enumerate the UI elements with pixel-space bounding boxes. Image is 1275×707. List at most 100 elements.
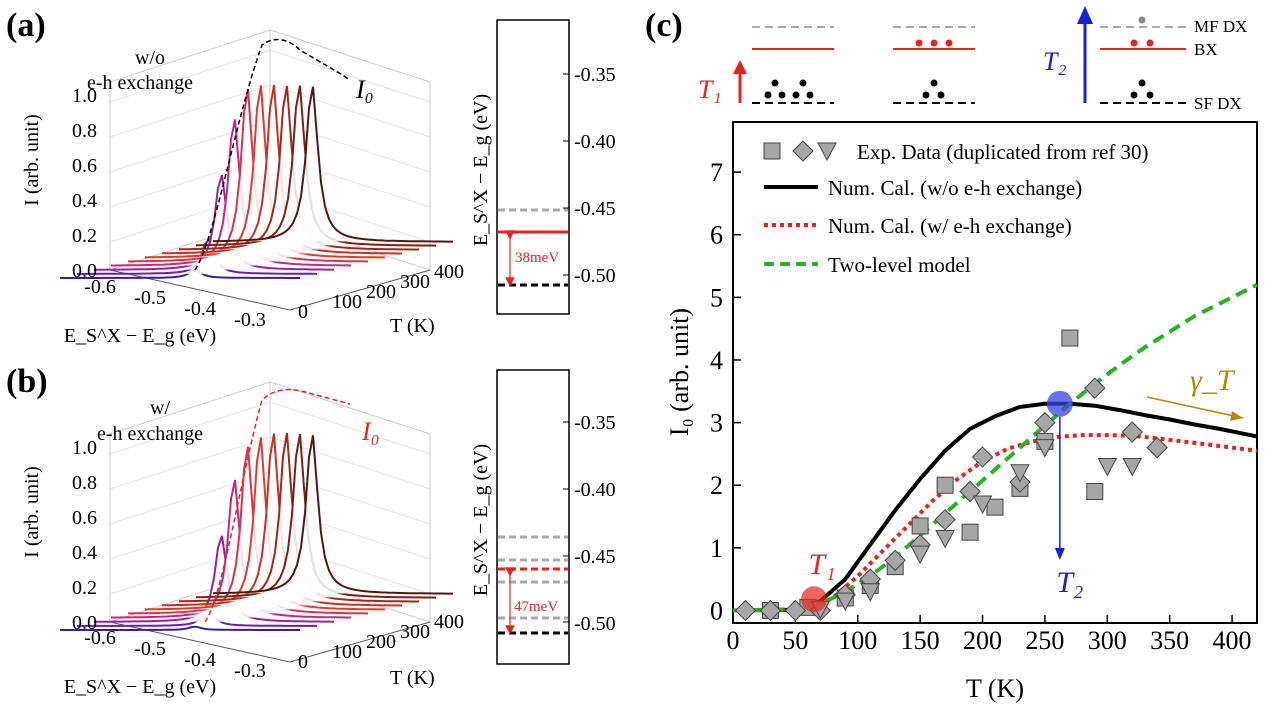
- z-tick-0: 0.0: [72, 612, 97, 634]
- series-line-0: [732, 401, 1258, 613]
- y-tick-label-1: 1: [710, 534, 723, 563]
- x-tick-3: -0.3: [234, 660, 266, 682]
- x-tick-0: -0.6: [84, 627, 116, 649]
- panel-a-waterfall: [60, 29, 453, 311]
- level-tick-3: -0.50: [574, 265, 616, 287]
- z-label-b: I (arb. unit): [21, 466, 43, 558]
- x-axis-label: T (K): [966, 674, 1024, 703]
- exp-diamond-6: [884, 549, 906, 572]
- exp-triangle-6: [1010, 464, 1030, 483]
- panel-b-waterfall: [60, 381, 453, 663]
- x-axis-line: [109, 269, 291, 311]
- x-tick-label-4: 200: [963, 626, 1002, 655]
- waterfall-curves-b: [60, 432, 453, 631]
- exp-diamond-15: [1146, 436, 1168, 459]
- z-ticks-a: 0.0 0.2 0.4 0.6 0.8 1.0: [72, 85, 97, 282]
- exp-diamond-10: [971, 446, 994, 468]
- gap-label-b: 47meV: [514, 599, 558, 615]
- z-tick-1: 0.2: [72, 225, 97, 247]
- waterfall-curves-a: [60, 84, 453, 279]
- legend-two-level: Two-level model: [828, 253, 971, 277]
- x-tick-label-8: 400: [1213, 626, 1252, 655]
- level-tick-3: -0.50: [574, 613, 616, 635]
- y-tick-label-5: 5: [710, 283, 723, 312]
- exp-diamond-0: [734, 599, 757, 622]
- y-axis-label: I₀ (arb. unit): [665, 308, 694, 436]
- gamma-arrowhead: [1230, 411, 1243, 421]
- level-tick-2: -0.45: [574, 198, 616, 220]
- x-tick-3: -0.3: [234, 309, 266, 331]
- y-tick-label-2: 2: [710, 471, 723, 500]
- gamma-arrow: [1146, 396, 1244, 419]
- y-tick-3: 300: [400, 271, 430, 293]
- level-tick-0: -0.35: [574, 412, 616, 434]
- legend-calc-wo: Num. Cal. (w/o e-h exchange): [828, 176, 1082, 200]
- legend-diamond-marker: [792, 140, 814, 162]
- panel-b-label: (b): [6, 363, 48, 400]
- exp-diamond-8: [934, 508, 956, 531]
- z-label-a: I (arb. unit): [21, 114, 43, 206]
- x-tick-2: -0.4: [184, 649, 216, 671]
- y-axis-line: [289, 269, 431, 311]
- t1-marker: [801, 586, 828, 613]
- spectrum-curve-3: [111, 119, 352, 267]
- level-ticks-a: -0.35 -0.40 -0.45 -0.50: [574, 64, 616, 287]
- z-tick-3: 0.6: [72, 155, 97, 177]
- x-tick-label-5: 250: [1025, 626, 1064, 655]
- spectrum-curve-3: [111, 479, 351, 619]
- panel-c-label: (c): [645, 7, 683, 44]
- x-tick-label-0: 0: [727, 626, 740, 655]
- note-b-1: w/: [150, 397, 170, 419]
- legend: [763, 140, 837, 266]
- z-tick-4: 0.8: [72, 120, 97, 142]
- x-tick-label-1: 50: [782, 626, 808, 655]
- exp-triangle-3: [910, 545, 930, 565]
- x-label-a: E_S^X − E_g (eV): [64, 325, 216, 347]
- z-tick-5: 1.0: [72, 85, 97, 107]
- y-tick-0: 0: [298, 301, 308, 323]
- legend-square-marker: [763, 142, 781, 160]
- y-tick-4: 400: [434, 261, 464, 283]
- z-tick-3: 0.6: [72, 507, 97, 529]
- t2-annotation: T₂: [1056, 566, 1083, 599]
- exp-triangle-2: [860, 583, 881, 602]
- curve-label-b: I₀: [361, 417, 380, 446]
- spectrum-curve-0: [60, 625, 300, 631]
- level-box-a: [496, 19, 570, 315]
- schematic-t2: T₂: [1043, 47, 1067, 76]
- level-tick-1: -0.40: [574, 479, 616, 501]
- note-b-2: e-h exchange: [97, 423, 203, 445]
- spectrum-curve-4: [128, 446, 368, 615]
- z-tick-1: 0.2: [72, 577, 97, 599]
- y-tick-0: 0: [298, 651, 308, 673]
- y-tick-label-7: 7: [710, 158, 723, 187]
- z-tick-5: 1.0: [72, 437, 97, 459]
- z-tick-4: 0.8: [72, 472, 97, 494]
- exp-diamond-14: [1121, 421, 1143, 443]
- z-tick-2: 0.4: [72, 190, 97, 212]
- schematic: [733, 6, 1186, 104]
- x-tick-1: -0.5: [134, 287, 166, 309]
- exp-points: [734, 329, 1168, 622]
- spectrum-curve-2: [94, 535, 335, 623]
- exp-square-11: [1061, 329, 1079, 347]
- exp-square-6: [936, 476, 954, 494]
- legend-exp: Exp. Data (duplicated from ref 30): [857, 140, 1149, 164]
- y-tick-label-6: 6: [710, 221, 723, 250]
- label-sf-dx: SF DX: [1194, 94, 1242, 113]
- envelope-i0-b: [204, 388, 351, 623]
- exp-diamond-1: [759, 599, 782, 622]
- z-tick-2: 0.4: [72, 542, 97, 564]
- y-ticks-b: 0 100 200 300 400: [298, 611, 464, 673]
- legend-triangle-marker: [817, 142, 837, 162]
- x-label-b: E_S^X − E_g (eV): [64, 676, 216, 698]
- spectrum-curve-0: [60, 268, 300, 279]
- x-tick-1: -0.5: [134, 638, 166, 660]
- exp-triangle-7: [1035, 439, 1055, 458]
- label-bx: BX: [1194, 40, 1218, 59]
- annotations: T₁ T₂ γ_T: [801, 364, 1244, 613]
- level-tick-0: -0.35: [574, 64, 616, 86]
- y-ticks-a: 0 100 200 300 400: [298, 261, 464, 323]
- exp-square-12: [1086, 482, 1104, 500]
- exp-square-7: [961, 523, 979, 541]
